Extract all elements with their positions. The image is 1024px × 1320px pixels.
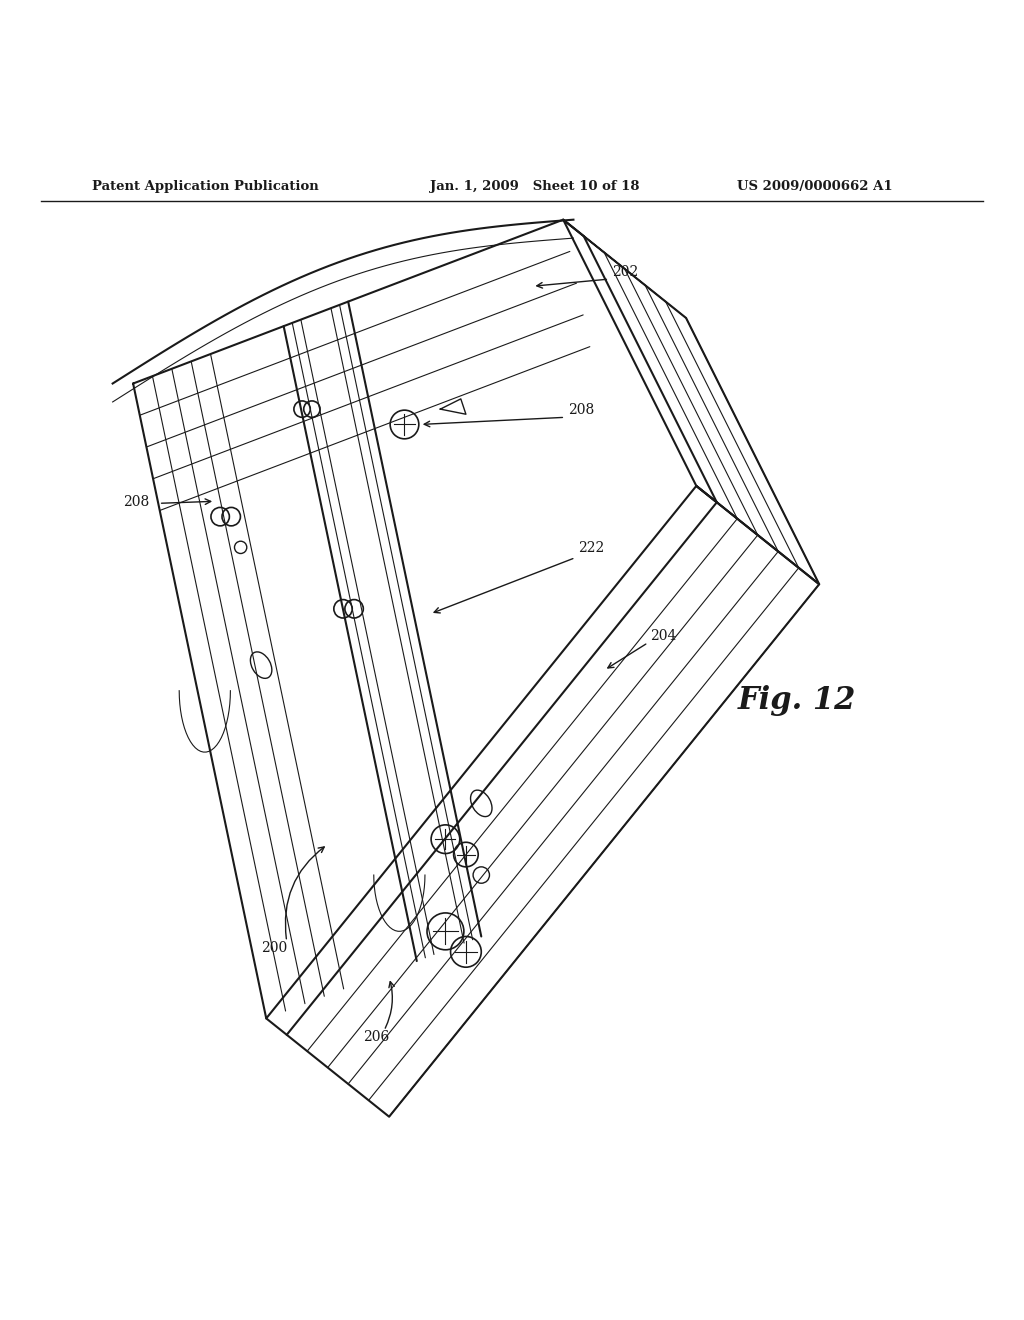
Text: 222: 222 bbox=[579, 541, 605, 556]
Text: US 2009/0000662 A1: US 2009/0000662 A1 bbox=[737, 181, 893, 194]
Text: 208: 208 bbox=[568, 403, 595, 417]
Text: Patent Application Publication: Patent Application Publication bbox=[92, 181, 318, 194]
Text: 208: 208 bbox=[123, 495, 150, 510]
Text: 200: 200 bbox=[261, 941, 288, 954]
Text: 204: 204 bbox=[650, 628, 677, 643]
Text: 206: 206 bbox=[364, 1030, 390, 1044]
Text: Jan. 1, 2009   Sheet 10 of 18: Jan. 1, 2009 Sheet 10 of 18 bbox=[430, 181, 640, 194]
Text: 202: 202 bbox=[612, 265, 639, 279]
Text: Fig. 12: Fig. 12 bbox=[737, 685, 856, 717]
